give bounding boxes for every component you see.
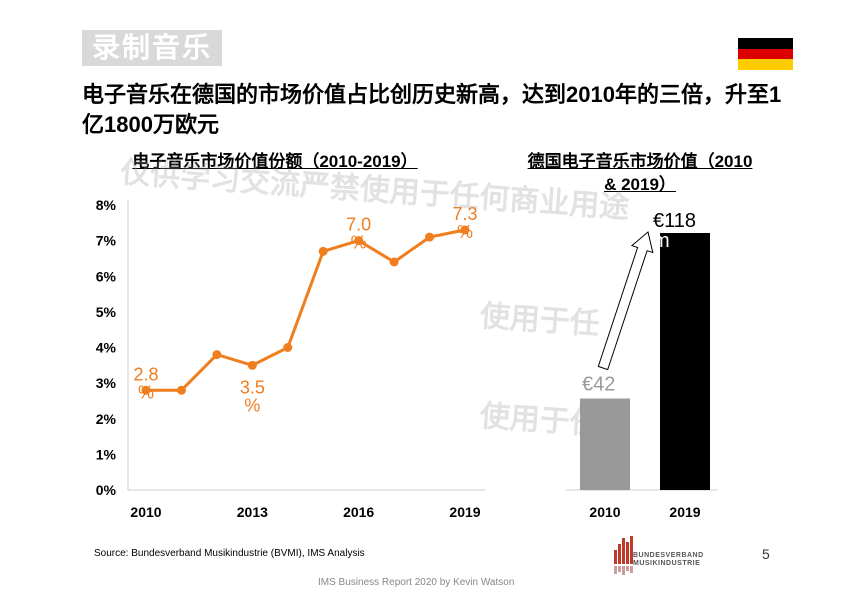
growth-arrow-icon bbox=[597, 231, 654, 371]
x-tick-label: 2016 bbox=[343, 504, 374, 520]
bar-category-label: 2010 bbox=[589, 504, 620, 520]
data-label: 2.8% bbox=[133, 364, 158, 402]
y-tick-label: 7% bbox=[96, 233, 117, 249]
series-line bbox=[146, 228, 466, 392]
data-point bbox=[389, 257, 399, 267]
x-tick-label: 2019 bbox=[449, 504, 480, 520]
y-tick-label: 2% bbox=[96, 411, 117, 427]
flag-stripe-black bbox=[738, 38, 793, 49]
bar-2010 bbox=[580, 398, 630, 490]
data-label: 3.5% bbox=[240, 377, 265, 415]
line-chart-title: 电子音乐市场价值份额（2010-2019） bbox=[132, 152, 418, 171]
page-number: 5 bbox=[762, 546, 770, 562]
data-point bbox=[354, 236, 364, 246]
source-note: Source: Bundesverband Musikindustrie (BV… bbox=[94, 548, 365, 559]
y-tick-label: 6% bbox=[96, 268, 117, 284]
data-label: 7.3% bbox=[452, 204, 477, 242]
logo-line-1: BUNDESVERBAND bbox=[633, 552, 704, 559]
y-tick-label: 1% bbox=[96, 446, 117, 462]
data-label: 7.0% bbox=[346, 215, 371, 253]
data-point bbox=[318, 246, 328, 256]
data-point bbox=[247, 360, 257, 370]
bar-value-label: €42 m bbox=[582, 374, 615, 416]
footer-credit: IMS Business Report 2020 by Kevin Watson bbox=[318, 577, 515, 588]
logo-line-2: MUSIKINDUSTRIE bbox=[633, 560, 701, 567]
flag-stripe-red bbox=[738, 48, 793, 60]
bar-2019 bbox=[660, 233, 710, 490]
bvmi-logo-icon bbox=[614, 536, 633, 575]
logo-text: BUNDESVERBAND MUSIKINDUSTRIE bbox=[633, 552, 704, 568]
bar-category-label: 2019 bbox=[669, 504, 700, 520]
data-point bbox=[141, 385, 151, 395]
germany-flag-icon bbox=[738, 38, 793, 70]
headline: 电子音乐在德国的市场价值占比创历史新高，达到2010年的三倍，升至1亿1800万… bbox=[82, 82, 782, 137]
x-tick-label: 2013 bbox=[237, 504, 268, 520]
bar-value-label: €118 m bbox=[653, 210, 696, 252]
bar-chart-title: 德国电子音乐市场价值（2010 & 2019） bbox=[527, 152, 753, 194]
y-tick-label: 5% bbox=[96, 304, 117, 320]
data-point bbox=[283, 343, 293, 352]
y-tick-label: 3% bbox=[96, 375, 117, 391]
data-point bbox=[176, 385, 186, 395]
x-tick-label: 2010 bbox=[130, 504, 161, 520]
data-point bbox=[212, 350, 222, 360]
y-tick-label: 4% bbox=[96, 340, 117, 356]
y-tick-label: 0% bbox=[96, 482, 117, 498]
section-tag: 录制音乐 bbox=[82, 30, 223, 66]
y-tick-label: 8% bbox=[96, 197, 117, 213]
flag-stripe-gold bbox=[738, 59, 793, 70]
data-point bbox=[460, 225, 470, 235]
data-point bbox=[425, 232, 435, 242]
